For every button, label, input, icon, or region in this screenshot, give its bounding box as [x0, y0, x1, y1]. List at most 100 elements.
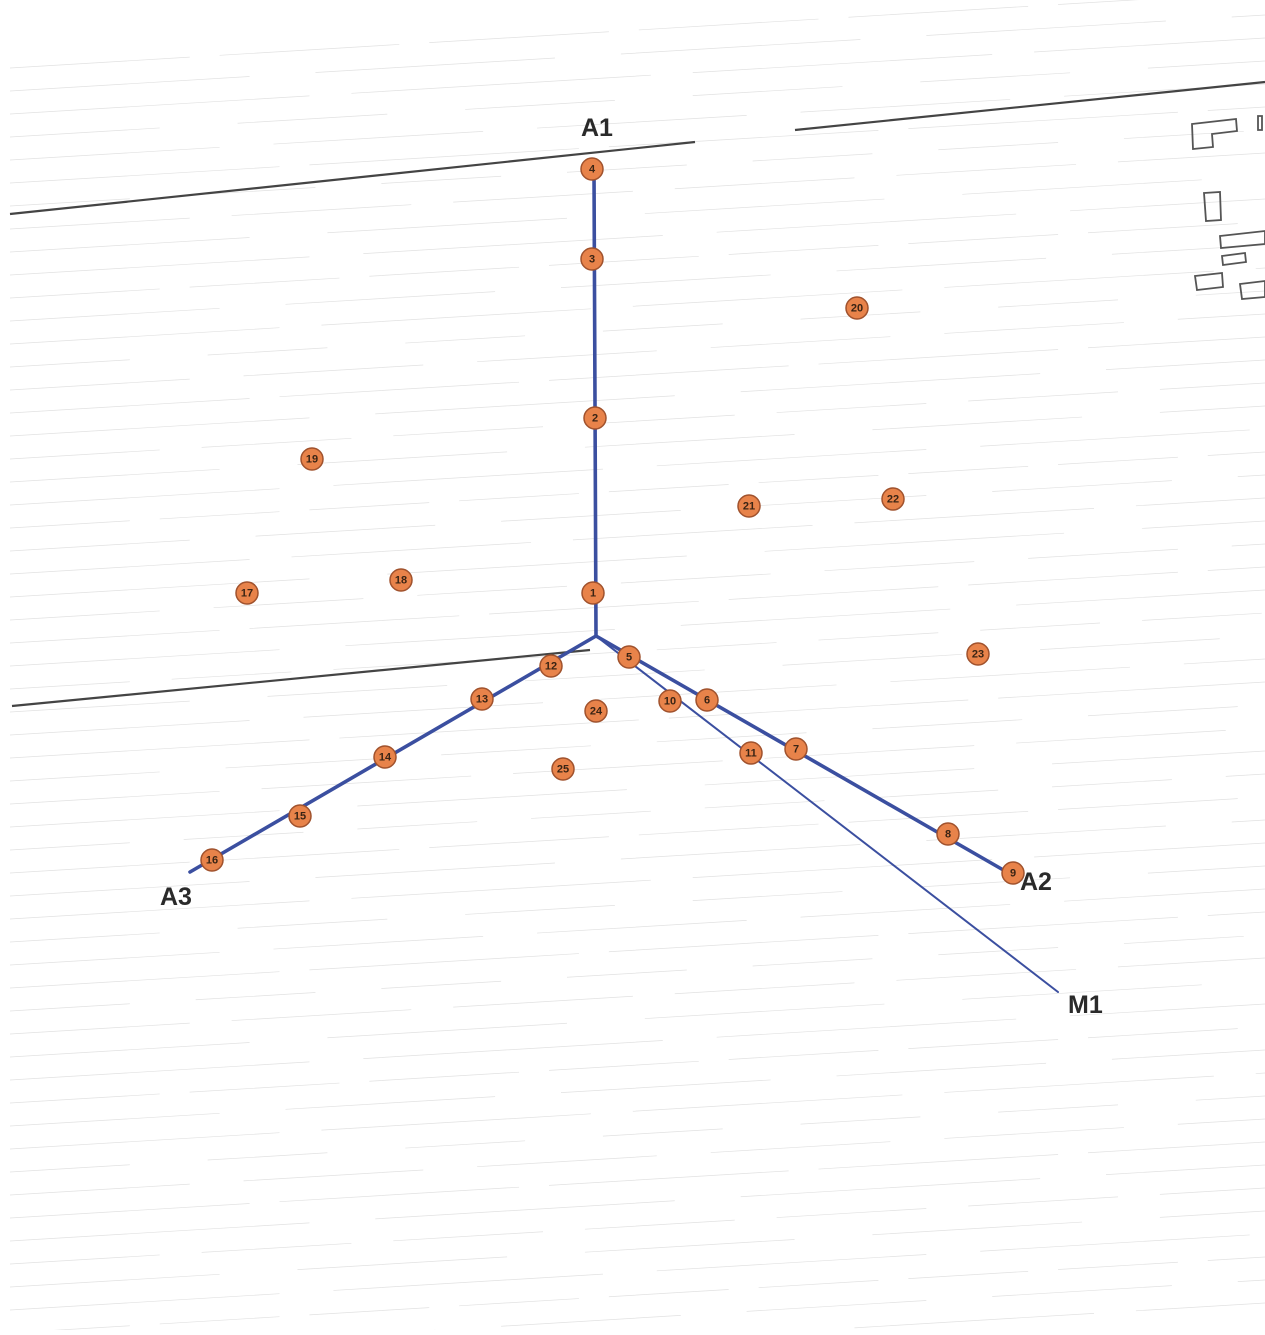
marker-label: 8	[945, 829, 951, 841]
building-outline	[1193, 272, 1224, 291]
marker-circle	[389, 568, 413, 592]
scan-line	[9, 934, 1265, 1012]
background-scan-lines	[9, 0, 1265, 1335]
scan-line	[9, 152, 1265, 230]
axis-lines	[188, 168, 1059, 993]
scan-line	[9, 1164, 1265, 1242]
marker-label: 6	[704, 695, 710, 707]
marker-label: 5	[626, 652, 632, 664]
marker-label: 11	[745, 748, 757, 760]
marker-label: 1	[590, 588, 596, 600]
lower-boundary-line	[11, 648, 591, 708]
marker-circle	[1001, 861, 1025, 885]
scan-line	[9, 1118, 1265, 1196]
marker-16: 16	[200, 848, 224, 872]
marker-circle	[584, 699, 608, 723]
marker-circle	[737, 494, 761, 518]
scan-line	[9, 911, 1265, 989]
marker-circle	[551, 757, 575, 781]
marker-circle	[539, 654, 563, 678]
marker-circle	[288, 804, 312, 828]
axis-a1-line	[592, 168, 598, 638]
scan-line	[9, 520, 1265, 598]
marker-9: 9	[1001, 861, 1025, 885]
marker-circle	[580, 157, 604, 181]
axis-labels: A1 A2 A3 M1	[160, 114, 1103, 1019]
scan-line	[9, 60, 1265, 138]
marker-label: 15	[294, 811, 306, 823]
building-outline	[1203, 191, 1222, 222]
scan-line	[730, 1302, 1265, 1335]
scan-line	[9, 888, 1265, 966]
scan-line	[9, 681, 1265, 759]
scan-line	[9, 980, 1265, 1058]
marker-circle	[200, 848, 224, 872]
scan-line	[9, 1095, 1265, 1173]
scan-line	[9, 1141, 1265, 1219]
scan-line	[9, 704, 1265, 782]
marker-label: 14	[379, 752, 392, 764]
marker-label: 3	[589, 254, 595, 266]
scan-line	[9, 129, 1265, 207]
marker-18: 18	[389, 568, 413, 592]
marker-20: 20	[845, 296, 869, 320]
scan-line	[9, 244, 1265, 322]
scan-line	[9, 589, 1265, 667]
marker-label: 17	[241, 588, 253, 600]
marker-10: 10	[658, 689, 682, 713]
scan-line	[9, 750, 1265, 828]
scan-line	[9, 221, 1265, 299]
marker-circle	[658, 689, 682, 713]
marker-19: 19	[300, 447, 324, 471]
building-outline	[1238, 280, 1265, 300]
marker-label: 18	[395, 575, 407, 587]
scan-line	[9, 1233, 1265, 1311]
scan-line	[9, 451, 1265, 529]
scan-line	[9, 658, 1265, 736]
marker-circle	[695, 688, 719, 712]
scan-line	[9, 1072, 1265, 1150]
marker-4: 4	[580, 157, 604, 181]
marker-13: 13	[470, 687, 494, 711]
marker-circle	[581, 581, 605, 605]
scan-line	[9, 359, 1265, 437]
marker-8: 8	[936, 822, 960, 846]
marker-circle	[881, 487, 905, 511]
marker-5: 5	[617, 645, 641, 669]
scan-line	[9, 1256, 1265, 1334]
scan-line	[9, 83, 1265, 161]
scan-line	[9, 474, 1265, 552]
scan-line	[9, 819, 1265, 897]
scan-line	[350, 1279, 1265, 1335]
marker-circle	[373, 745, 397, 769]
marker-23: 23	[966, 642, 990, 666]
scan-line	[9, 497, 1265, 575]
scan-line	[9, 267, 1265, 345]
scan-line	[9, 405, 1265, 483]
scan-line	[9, 1003, 1265, 1081]
scan-line	[9, 566, 1265, 644]
axis-label-m1: M1	[1068, 991, 1103, 1019]
axis-label-a3: A3	[160, 883, 192, 911]
marker-label: 2	[592, 413, 598, 425]
marker-circle	[845, 296, 869, 320]
scan-line	[9, 382, 1265, 460]
marker-label: 25	[557, 764, 569, 776]
scan-line	[9, 198, 1265, 276]
scan-line	[9, 727, 1265, 805]
scan-line	[9, 37, 1265, 115]
upper-boundary-line-left	[9, 140, 696, 216]
upper-boundary-line-right	[794, 80, 1265, 132]
building-outline	[1219, 230, 1265, 249]
marker-12: 12	[539, 654, 563, 678]
scan-line	[9, 842, 1265, 920]
marker-label: 7	[793, 744, 799, 756]
marker-label: 12	[545, 661, 557, 673]
marker-label: 4	[589, 164, 596, 176]
marker-6: 6	[695, 688, 719, 712]
scan-line	[9, 1049, 1265, 1127]
marker-2: 2	[583, 406, 607, 430]
marker-15: 15	[288, 804, 312, 828]
scan-line	[9, 428, 1265, 506]
marker-label: 20	[851, 303, 863, 315]
